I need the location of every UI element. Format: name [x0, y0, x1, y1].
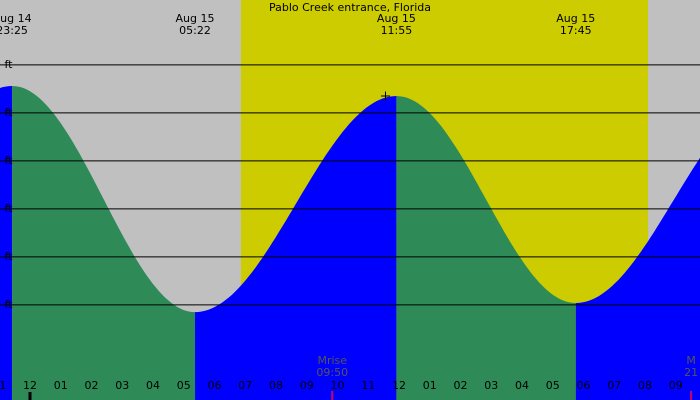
x-tick-label: 05	[546, 379, 560, 392]
x-tick-label: 12	[23, 379, 37, 392]
x-tick-label: 06	[207, 379, 221, 392]
extreme-time: 23:25	[0, 24, 28, 37]
x-tick-label: 05	[177, 379, 191, 392]
rising-tide	[575, 157, 700, 400]
y-tick-label: 1 ft	[0, 250, 13, 263]
rising-tide	[195, 96, 397, 400]
extreme-time: 11:55	[381, 24, 413, 37]
x-tick-label: 11	[361, 379, 375, 392]
x-tick-label: 06	[576, 379, 590, 392]
x-tick-label: 01	[54, 379, 68, 392]
moon-mark	[690, 391, 693, 400]
extreme-time: 17:45	[560, 24, 592, 37]
chart-title: Pablo Creek entrance, Florida	[269, 1, 431, 14]
moon-time: 09:50	[316, 366, 348, 379]
x-tick-label: 07	[607, 379, 621, 392]
moon-label: Mrise	[317, 354, 347, 367]
x-tick-label: 04	[515, 379, 529, 392]
x-tick-label: 04	[146, 379, 160, 392]
rising-tide	[0, 86, 13, 400]
x-tick-label: 01	[423, 379, 437, 392]
x-tick-label: 02	[85, 379, 99, 392]
moon-time: 21	[684, 366, 698, 379]
x-tick-label: 08	[638, 379, 652, 392]
x-tick-label: 12	[392, 379, 406, 392]
extreme-date: Aug 15	[556, 12, 595, 25]
x-tick-label: 11	[0, 379, 6, 392]
extreme-date: Aug 15	[176, 12, 215, 25]
extreme-date: Aug 15	[377, 12, 416, 25]
x-tick-label: 09	[300, 379, 314, 392]
x-tick-label: 08	[269, 379, 283, 392]
x-tick-label: 03	[115, 379, 129, 392]
falling-tide	[12, 86, 196, 400]
x-tick-label: 10	[330, 379, 344, 392]
moon-label: M	[686, 354, 696, 367]
now-marker	[381, 91, 390, 101]
y-tick-label: 4 ft	[0, 106, 13, 119]
falling-tide	[396, 96, 576, 400]
y-tick-label: 2 ft	[0, 202, 13, 215]
midnight-mark	[28, 392, 32, 400]
moon-mark	[331, 391, 334, 400]
x-tick-label: 09	[669, 379, 683, 392]
extreme-time: 05:22	[179, 24, 211, 37]
y-tick-label: 0 ft	[0, 298, 13, 311]
y-tick-label: 3 ft	[0, 154, 13, 167]
x-tick-label: 03	[484, 379, 498, 392]
x-tick-label: 02	[453, 379, 467, 392]
extreme-date: Aug 14	[0, 12, 32, 25]
y-tick-label: 5 ft	[0, 58, 13, 71]
x-tick-label: 07	[238, 379, 252, 392]
